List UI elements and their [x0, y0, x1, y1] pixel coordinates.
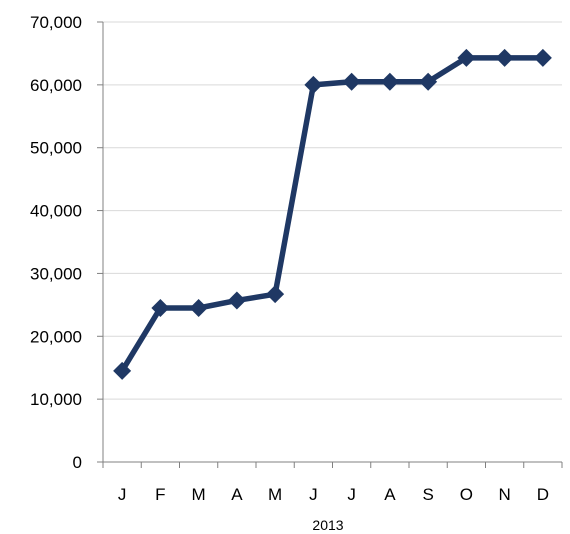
x-axis-title: 2013 — [312, 517, 343, 533]
x-tick-label: F — [155, 485, 165, 504]
y-tick-label: 50,000 — [30, 139, 82, 158]
x-tick-label: J — [309, 485, 318, 504]
gridlines — [103, 21, 562, 400]
data-point — [266, 285, 285, 304]
x-tick-label: J — [118, 485, 127, 504]
data-point — [304, 75, 323, 94]
data-point — [533, 48, 552, 67]
data-point — [342, 72, 361, 91]
x-tick-label: A — [384, 485, 396, 504]
y-tick-label: 30,000 — [30, 264, 82, 283]
data-point — [419, 72, 438, 91]
x-tick-label: S — [422, 485, 433, 504]
x-tick-label: O — [460, 485, 473, 504]
data-point — [457, 48, 476, 67]
data-point — [189, 299, 208, 317]
x-tick-label: A — [231, 485, 243, 504]
axes — [97, 21, 563, 468]
data-point — [227, 291, 246, 310]
x-tick-label: M — [192, 485, 206, 504]
y-tick-label: 60,000 — [30, 76, 82, 95]
x-tick-label: M — [268, 485, 282, 504]
y-tick-label: 20,000 — [30, 327, 82, 346]
x-tick-label: J — [347, 485, 356, 504]
x-tick-label: N — [498, 485, 510, 504]
y-tick-label: 40,000 — [30, 202, 82, 221]
y-tick-label: 0 — [73, 453, 82, 472]
y-axis-ticks: 0 10,000 20,000 30,000 40,000 50,000 60,000 70,… — [30, 13, 82, 472]
data-point — [495, 48, 514, 67]
data-point — [113, 361, 132, 380]
data-point — [151, 299, 170, 317]
series-group — [113, 48, 552, 380]
x-tick-label: D — [537, 485, 549, 504]
data-point — [380, 72, 399, 91]
y-tick-label: 70,000 — [30, 13, 82, 32]
y-tick-label: 10,000 — [30, 390, 82, 409]
series-line — [119, 55, 543, 373]
